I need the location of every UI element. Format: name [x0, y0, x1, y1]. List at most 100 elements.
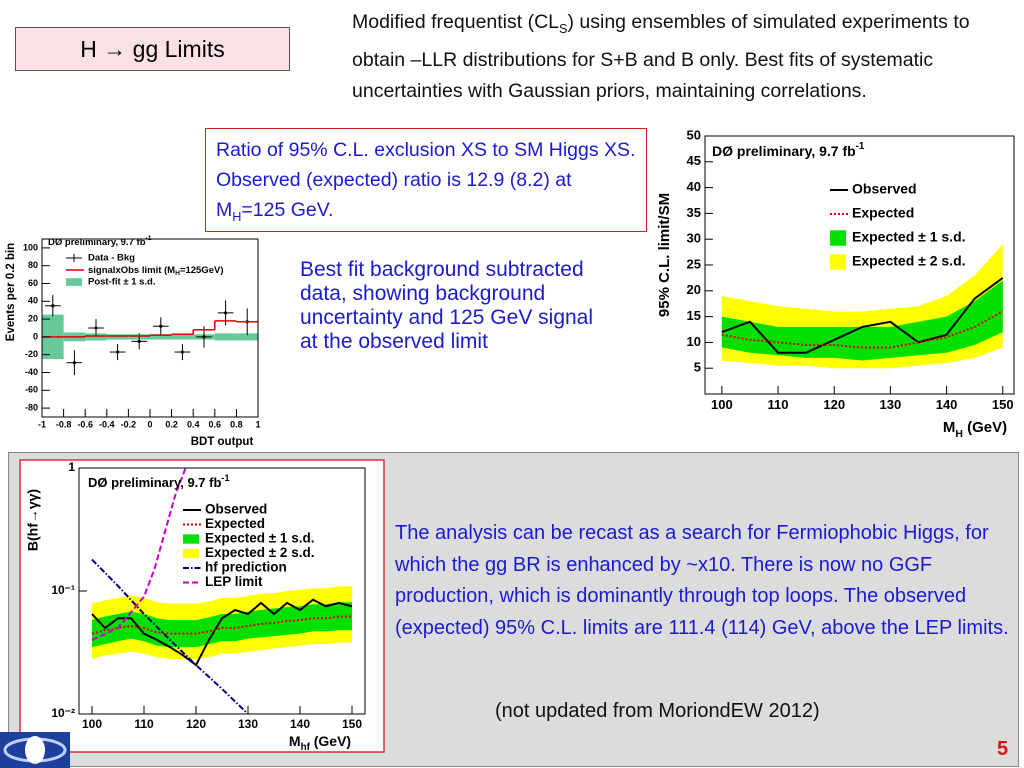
band	[92, 602, 352, 648]
plot-area	[91, 468, 353, 714]
y-tick-label: 40	[687, 179, 701, 194]
y-tick-label: 50	[687, 127, 701, 142]
legend-swatch	[183, 534, 199, 544]
y-axis-label: 95% C.L. limit/SM	[656, 193, 673, 317]
x-tick-label: 0.2	[165, 419, 178, 429]
text: Ratio of 95% C.L. exclusion XS to SM Hig…	[216, 139, 636, 221]
series-line	[721, 310, 1004, 349]
update-note: (not updated from MoriondEW 2012)	[495, 700, 820, 722]
legend-label: hf prediction	[205, 560, 287, 575]
x-axis-label-part: (GeV)	[963, 419, 1007, 436]
y-tick-label: 0	[33, 331, 38, 341]
ratio-note: Ratio of 95% C.L. exclusion XS to SM Hig…	[205, 128, 647, 232]
marker	[116, 350, 120, 354]
text: ) using ensembles of simulated experimen…	[352, 11, 970, 102]
subscript: H	[232, 209, 242, 224]
x-tick-label: 0.6	[209, 419, 222, 429]
series-line	[91, 468, 187, 641]
legend-swatch	[66, 278, 82, 286]
x-tick-label: 120	[823, 397, 845, 412]
data-point	[109, 344, 126, 361]
marker	[51, 304, 55, 308]
chart-title-part: DØ preliminary, 9.7 fb	[48, 237, 146, 248]
chart-title-part: -1	[221, 473, 229, 483]
y-tick-label: 30	[687, 231, 701, 246]
chart-title: DØ preliminary, 9.7 fb-1	[712, 141, 865, 159]
x-tick-label: 150	[342, 717, 362, 731]
y-tick-label: 60	[28, 278, 38, 288]
plot-area	[42, 295, 258, 376]
x-tick-label: 100	[82, 717, 102, 731]
legend-label-part: signalxObs limit (M	[88, 265, 175, 276]
data-point	[66, 350, 83, 376]
chart-title-part: -1	[146, 235, 152, 242]
y-tick-label: 80	[28, 260, 38, 270]
x-tick-label: 130	[880, 397, 902, 412]
marker	[72, 361, 76, 365]
y-tick-label: -40	[25, 367, 38, 377]
y-tick-label: -80	[25, 402, 38, 412]
intro-text: Modified frequentist (CLS) using ensembl…	[352, 7, 1012, 107]
marker	[224, 311, 228, 315]
y-tick-label: 5	[694, 360, 701, 375]
x-axis-label: MH (GeV)	[943, 419, 1007, 440]
y-tick-label: 1	[68, 460, 75, 474]
legend-label: Expected	[852, 205, 914, 221]
band-bin	[171, 334, 194, 340]
series-line	[91, 615, 352, 635]
subscript: S	[559, 21, 568, 36]
x-tick-label: 100	[711, 397, 733, 412]
y-tick-label: 100	[23, 242, 38, 252]
chart-title: DØ preliminary, 9.7 fb-1	[48, 235, 152, 247]
y-tick-label: 40	[28, 296, 38, 306]
legend-label: LEP limit	[205, 574, 263, 589]
y-tick-label: -20	[25, 349, 38, 359]
y-tick-label: -60	[25, 385, 38, 395]
y-tick-label: 45	[687, 153, 701, 168]
x-tick-label: 150	[992, 397, 1014, 412]
data-point	[153, 317, 169, 336]
x-axis-label-part: H	[955, 428, 963, 440]
y-tick-label: 10⁻²	[51, 706, 75, 720]
band-bin	[214, 333, 237, 341]
x-axis-label-part: M	[289, 733, 301, 749]
x-axis-label: Mhf (GeV)	[289, 733, 351, 753]
band-bin	[236, 333, 258, 341]
y-tick-label: 35	[687, 205, 701, 220]
x-tick-label: -0.8	[56, 419, 72, 429]
chart-title-part: -1	[856, 141, 865, 152]
x-tick-label: -1	[38, 419, 46, 429]
legend-label: Observed	[205, 502, 267, 517]
marker	[180, 350, 184, 354]
x-tick-label: -0.6	[77, 419, 93, 429]
band-bin	[150, 334, 172, 340]
y-tick-label: 20	[28, 313, 38, 323]
legend-swatch	[830, 254, 846, 270]
fit-note: Best fit background subtracted data, sho…	[300, 258, 594, 353]
text: =125 GeV.	[241, 199, 334, 221]
chart-title-part: DØ preliminary, 9.7 fb	[88, 475, 221, 490]
band-bin	[106, 334, 129, 340]
legend-label: Data - Bkg	[88, 253, 135, 264]
marker	[202, 335, 206, 339]
legend-label: Expected ± 2 s.d.	[852, 253, 966, 269]
x-tick-label: 110	[768, 397, 789, 412]
x-tick-label: 140	[936, 397, 958, 412]
x-tick-label: 0.8	[230, 419, 243, 429]
chart-title-part: DØ preliminary, 9.7 fb	[712, 143, 856, 159]
legend-swatch	[183, 548, 199, 559]
x-tick-label: 130	[238, 717, 258, 731]
marker	[159, 324, 163, 328]
legend-label: Expected ± 1 s.d.	[205, 531, 314, 546]
x-tick-label: -0.4	[99, 419, 115, 429]
legend-label-part: =125GeV)	[180, 265, 224, 276]
page-number: 5	[997, 738, 1009, 760]
legend-label: signalxObs limit (MH=125GeV)	[88, 265, 223, 278]
plot-area	[721, 244, 1004, 369]
legend-swatch	[830, 230, 846, 246]
x-axis-label-part: hf	[301, 742, 311, 753]
logo	[0, 732, 70, 768]
y-tick-label: 10	[687, 334, 701, 349]
